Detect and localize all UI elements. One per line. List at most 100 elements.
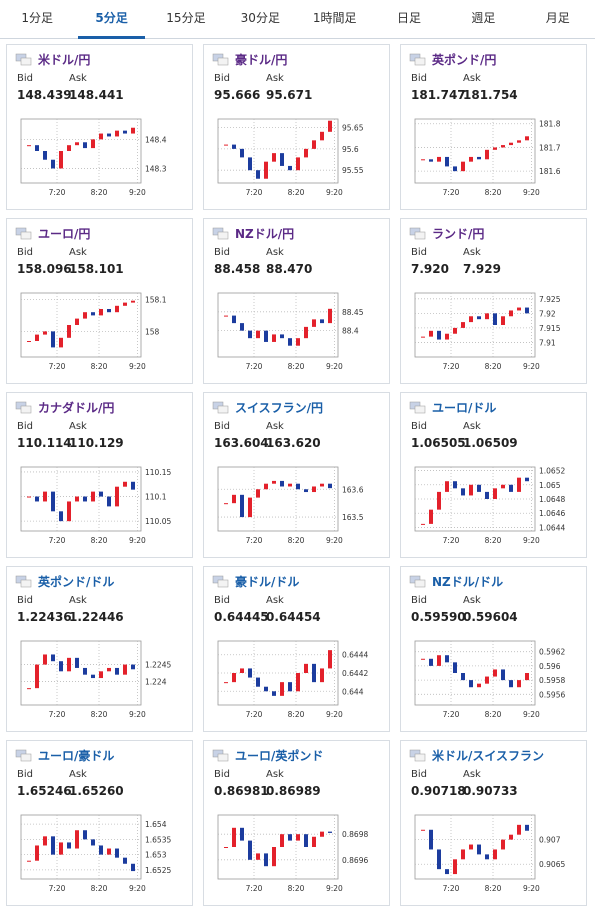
x-tick-label: 7:20	[443, 884, 460, 893]
candle	[509, 484, 513, 492]
plot-frame	[217, 814, 339, 880]
ask-label: Ask	[69, 421, 87, 432]
rate-card[interactable]: ユーロ/豪ドル Bid Ask 1.65246 1.65260 1.654 1.6535 1.…	[6, 740, 193, 906]
candle	[320, 483, 324, 487]
candle	[35, 145, 39, 151]
ask-value: 148.441	[69, 88, 124, 102]
ask-label: Ask	[69, 595, 87, 606]
candle	[477, 844, 481, 855]
x-tick-label: 7:20	[246, 884, 263, 893]
plot-frame	[20, 118, 142, 184]
candle	[240, 148, 244, 158]
candle	[131, 863, 135, 872]
bid-label: Bid	[411, 421, 427, 432]
rate-card[interactable]: 英ポンド/ドル Bid Ask 1.22436 1.22446 1.2245 1.224 7:…	[6, 566, 193, 732]
timeframe-tab[interactable]: 1分足	[21, 11, 53, 25]
candle	[328, 120, 332, 132]
x-tick-label: 9:20	[523, 710, 540, 719]
candle	[288, 483, 292, 487]
x-tick-label: 7:20	[246, 188, 263, 197]
flag	[217, 231, 229, 240]
candle	[264, 686, 268, 692]
rate-card[interactable]: ユーロ/ドル Bid Ask 1.06505 1.06509 1.0652 1.065 1.0…	[400, 392, 587, 558]
y-tick-label: 0.5956	[539, 690, 565, 699]
candle	[509, 834, 513, 840]
rate-card[interactable]: 英ポンド/円 Bid Ask 181.747 181.754 181.8 181.7 181.…	[400, 44, 587, 210]
y-tick-label: 0.8696	[342, 856, 368, 865]
pair-name: 英ポンド/円	[432, 52, 496, 67]
candle	[421, 829, 425, 831]
y-tick-label: 0.6442	[342, 669, 368, 678]
rate-card[interactable]: 米ドル/スイスフラン Bid Ask 0.90718 0.90733 0.907 0.906…	[400, 740, 587, 906]
bid-value: 95.666	[214, 88, 260, 102]
candle	[83, 312, 87, 319]
plot-frame	[217, 292, 339, 358]
rate-card[interactable]: ランド/円 Bid Ask 7.920 7.929 7.925 7.92 7.915 7.91 7…	[400, 218, 587, 384]
candle	[509, 310, 513, 317]
rate-card[interactable]: NZドル/ドル Bid Ask 0.59590 0.59604 0.5962 0.596 0.…	[400, 566, 587, 732]
bid-value: 163.604	[214, 436, 269, 450]
rate-card[interactable]: ユーロ/円 Bid Ask 158.096 158.101 158.1 158 7:20 8:2…	[6, 218, 193, 384]
rate-card[interactable]: カナダドル/円 Bid Ask 110.114 110.129 110.15 110.1 11…	[6, 392, 193, 558]
rate-card[interactable]: 米ドル/円 Bid Ask 148.439 148.441 148.4 148.3 7:20 8…	[6, 44, 193, 210]
timeframe-tab[interactable]: 週足	[471, 11, 496, 25]
bid-label: Bid	[17, 769, 33, 780]
plot-frame	[20, 466, 142, 532]
rate-card[interactable]: ユーロ/英ポンド Bid Ask 0.86981 0.86989 0.8698 0.8696…	[203, 740, 390, 906]
candle	[485, 149, 489, 160]
x-tick-label: 8:20	[288, 536, 305, 545]
pair-name: 豪ドル/円	[235, 52, 287, 67]
candle	[83, 496, 87, 502]
x-tick-label: 7:20	[246, 710, 263, 719]
x-tick-label: 8:20	[91, 188, 108, 197]
x-tick-label: 9:20	[129, 710, 146, 719]
candle	[107, 496, 111, 507]
candle	[27, 341, 31, 342]
ask-label: Ask	[463, 769, 481, 780]
rate-card[interactable]: NZドル/円 Bid Ask 88.458 88.470 88.45 88.4 7:20 8:2…	[203, 218, 390, 384]
timeframe-tab[interactable]: 15分足	[166, 11, 206, 25]
plot-frame	[414, 292, 536, 358]
candle	[328, 483, 332, 489]
timeframe-tab[interactable]: 5分足	[78, 0, 145, 39]
candle	[493, 849, 497, 860]
timeframe-tab[interactable]: 1時間足	[312, 11, 357, 25]
candle	[296, 673, 300, 692]
candle	[272, 153, 276, 162]
rate-card[interactable]: 豪ドル/ドル Bid Ask 0.64445 0.64454 0.6444 0.6442 0.…	[203, 566, 390, 732]
x-tick-label: 8:20	[288, 884, 305, 893]
candle	[224, 315, 228, 317]
x-tick-label: 8:20	[485, 188, 502, 197]
ask-value: 0.59604	[463, 610, 518, 624]
candle	[461, 673, 465, 681]
candle	[224, 682, 228, 684]
rate-card[interactable]: スイスフラン/円 Bid Ask 163.604 163.620 163.6 163.5 7:…	[203, 392, 390, 558]
ask-value: 158.101	[69, 262, 124, 276]
plot-frame	[414, 640, 536, 706]
timeframe-tab[interactable]: 30分足	[240, 11, 280, 25]
pair-name: ユーロ/英ポンド	[235, 748, 323, 763]
y-tick-label: 148.4	[145, 135, 167, 144]
flag	[414, 57, 426, 66]
timeframe-tab[interactable]: 月足	[545, 11, 570, 25]
flag	[20, 753, 32, 762]
x-tick-label: 8:20	[288, 362, 305, 371]
candle	[453, 662, 457, 673]
timeframe-tab[interactable]: 日足	[397, 11, 422, 25]
candle	[493, 669, 497, 677]
ask-label: Ask	[69, 769, 87, 780]
rate-card[interactable]: 豪ドル/円 Bid Ask 95.666 95.671 95.65 95.6 95.55 7:2…	[203, 44, 390, 210]
candle	[501, 484, 505, 489]
candle	[477, 156, 481, 160]
candle	[296, 834, 300, 841]
candle	[91, 491, 95, 502]
candle	[99, 845, 103, 855]
candle	[43, 331, 47, 335]
